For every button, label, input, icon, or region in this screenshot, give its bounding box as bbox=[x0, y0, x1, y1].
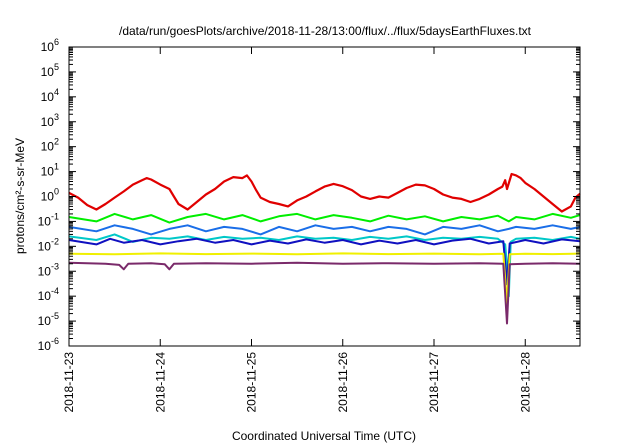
x-tick-label: 2018-11-23 bbox=[62, 352, 76, 413]
x-axis: 2018-11-23 2018-11-24 2018-11-25 2018-11-26… bbox=[62, 47, 532, 413]
y-tick-label: 100 bbox=[41, 187, 59, 204]
series-line-5 bbox=[68, 237, 581, 286]
series-layer bbox=[68, 172, 581, 325]
series-line-7 bbox=[68, 261, 581, 325]
series-line-2 bbox=[68, 212, 581, 224]
y-tick-label: 104 bbox=[41, 87, 59, 104]
y-tick-label: 10-6 bbox=[38, 336, 59, 353]
x-tick-label: 2018-11-28 bbox=[518, 352, 532, 413]
x-axis-label: Coordinated Universal Time (UTC) bbox=[232, 429, 416, 443]
y-axis: 10-6 10-5 10-4 10-3 10-2 10-1 100 101 102 103 104 1… bbox=[38, 37, 580, 353]
y-tick-label: 10-2 bbox=[38, 236, 59, 253]
y-tick-label: 10-4 bbox=[38, 286, 59, 303]
y-tick-label: 105 bbox=[41, 62, 59, 79]
y-tick-label: 10-1 bbox=[38, 211, 59, 228]
y-tick-label: 102 bbox=[41, 137, 59, 154]
x-tick-label: 2018-11-24 bbox=[153, 352, 167, 413]
series-line-3 bbox=[68, 224, 581, 236]
y-axis-label: protons/cm²-s-sr-MeV bbox=[13, 138, 27, 254]
y-tick-label: 101 bbox=[41, 162, 59, 179]
y-tick-label: 106 bbox=[41, 37, 59, 54]
y-tick-label: 10-3 bbox=[38, 261, 59, 278]
chart-title: /data/run/goesPlots/archive/2018-11-28/1… bbox=[119, 24, 532, 38]
plot-frame bbox=[68, 46, 581, 347]
y-tick-label: 10-5 bbox=[38, 311, 59, 328]
x-tick-label: 2018-11-27 bbox=[427, 352, 441, 413]
x-tick-label: 2018-11-26 bbox=[336, 352, 350, 413]
series-line-6 bbox=[68, 252, 581, 305]
series-line-1 bbox=[68, 172, 581, 213]
y-tick-label: 103 bbox=[41, 112, 59, 129]
x-tick-label: 2018-11-25 bbox=[245, 352, 259, 413]
